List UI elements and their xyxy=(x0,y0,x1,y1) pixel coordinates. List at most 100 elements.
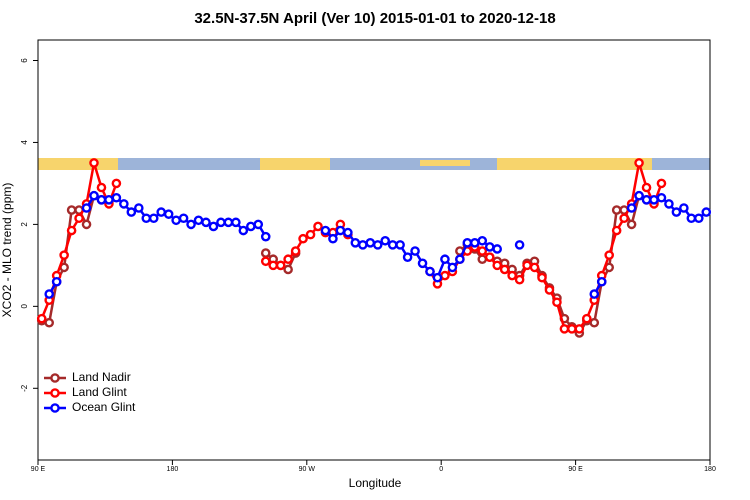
point xyxy=(298,233,308,244)
point xyxy=(171,215,181,226)
chart-title: 32.5N-37.5N April (Ver 10) 2015-01-01 to… xyxy=(194,10,555,27)
point xyxy=(477,254,488,265)
point xyxy=(417,258,428,269)
point xyxy=(44,289,55,299)
point xyxy=(619,213,629,224)
point xyxy=(589,289,600,299)
point xyxy=(649,195,659,205)
y-tick-label: 6 xyxy=(20,58,29,63)
point xyxy=(544,285,555,295)
point xyxy=(163,209,174,219)
y-tick-label: 2 xyxy=(20,222,29,227)
point xyxy=(656,178,667,189)
point xyxy=(231,217,241,228)
point xyxy=(305,229,316,240)
point xyxy=(59,250,69,260)
point xyxy=(313,221,323,232)
point xyxy=(186,219,196,230)
x-tick-label: 180 xyxy=(704,466,716,473)
point xyxy=(328,233,338,244)
legend-marker xyxy=(50,373,60,383)
point xyxy=(223,217,234,228)
point xyxy=(343,227,353,238)
point xyxy=(395,240,405,250)
point xyxy=(216,217,226,228)
point xyxy=(656,192,667,203)
point xyxy=(559,324,570,334)
point xyxy=(455,254,465,265)
point xyxy=(664,199,674,209)
point xyxy=(484,242,495,252)
point xyxy=(447,262,458,273)
point xyxy=(686,213,697,224)
y-tick-label: 0 xyxy=(20,304,29,309)
point xyxy=(320,225,331,236)
point xyxy=(641,195,652,205)
x-tick-label: 90 E xyxy=(31,466,46,473)
x-tick-label: 90 W xyxy=(299,466,316,473)
legend-marker xyxy=(50,388,60,398)
point xyxy=(552,297,562,308)
point xyxy=(626,203,637,213)
point xyxy=(133,203,144,213)
point xyxy=(104,195,114,205)
y-tick-label: -2 xyxy=(20,384,29,392)
point xyxy=(335,225,346,236)
point xyxy=(372,240,383,250)
point xyxy=(380,235,391,246)
point xyxy=(701,207,712,217)
point xyxy=(96,195,107,205)
point xyxy=(290,246,301,256)
point xyxy=(611,225,622,236)
point xyxy=(119,199,129,209)
point xyxy=(238,225,249,236)
point xyxy=(537,272,547,283)
point xyxy=(111,178,122,189)
point xyxy=(477,246,488,256)
point xyxy=(126,207,137,217)
point xyxy=(245,221,256,232)
x-axis-title: Longitude xyxy=(349,476,402,490)
point xyxy=(387,240,398,250)
point xyxy=(148,213,159,224)
point xyxy=(66,205,77,215)
legend-label: Land Nadir xyxy=(72,370,131,384)
point xyxy=(679,203,689,213)
series xyxy=(36,158,667,334)
legend-marker xyxy=(50,403,60,413)
point xyxy=(425,266,435,277)
point xyxy=(514,274,525,285)
point xyxy=(596,276,607,287)
point xyxy=(283,254,293,265)
point xyxy=(260,248,271,258)
point xyxy=(260,231,271,242)
point xyxy=(507,270,517,281)
point xyxy=(44,317,55,328)
point xyxy=(357,240,368,250)
point xyxy=(81,219,92,230)
point xyxy=(492,244,503,254)
point xyxy=(268,260,279,271)
point xyxy=(111,192,122,203)
point xyxy=(589,317,600,328)
point xyxy=(51,276,62,287)
series xyxy=(44,190,712,299)
point xyxy=(694,213,704,224)
point xyxy=(193,215,204,226)
point xyxy=(260,256,271,267)
point xyxy=(81,203,92,213)
map-strip xyxy=(38,158,710,170)
point xyxy=(96,182,107,193)
point xyxy=(477,235,488,246)
point xyxy=(604,250,615,260)
plot-frame xyxy=(37,39,711,461)
point xyxy=(641,182,652,193)
point xyxy=(66,225,77,236)
point xyxy=(89,190,99,201)
point xyxy=(469,238,480,248)
point xyxy=(529,262,540,273)
y-tick-label: 4 xyxy=(20,140,29,145)
point xyxy=(432,272,443,283)
